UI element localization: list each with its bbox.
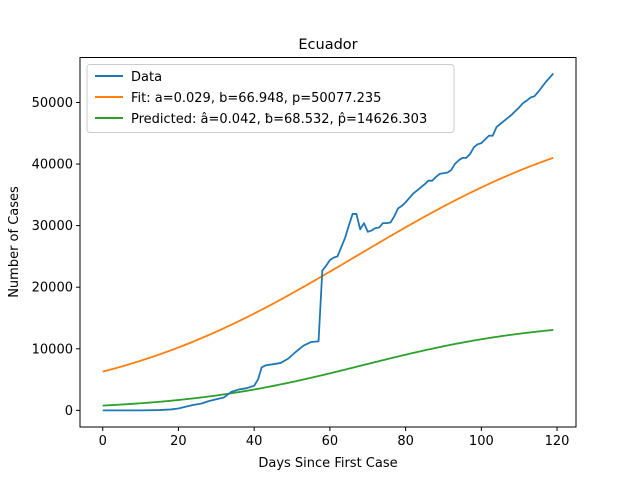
legend-label-fit: Fit: a=0.029, b=66.948, p=50077.235	[131, 91, 381, 106]
legend: Data Fit: a=0.029, b=66.948, p=50077.235…	[86, 64, 455, 133]
y-tick-label: 50000	[32, 96, 73, 111]
y-tick-label: 0	[65, 404, 73, 419]
x-tick-label: 0	[99, 434, 107, 449]
data-line	[102, 72, 554, 412]
y-axis-ticks: 0 10000 20000 30000 40000 50000	[32, 96, 80, 419]
y-axis-label: Number of Cases	[7, 186, 22, 298]
y-tick-label: 30000	[32, 219, 73, 234]
plot-frame	[79, 57, 577, 428]
legend-label-predicted: Predicted: â=0.042, ƀ=68.532, p̂=14626.3…	[131, 112, 427, 127]
legend-label-data: Data	[131, 70, 162, 85]
series-layer	[102, 72, 554, 412]
x-tick-label: 120	[545, 434, 570, 449]
x-tick-label: 80	[397, 434, 414, 449]
x-tick-label: 100	[469, 434, 494, 449]
x-tick-label: 60	[322, 434, 339, 449]
x-tick-label: 40	[246, 434, 263, 449]
y-tick-label: 40000	[32, 158, 73, 173]
x-tick-label: 20	[170, 434, 187, 449]
chart-title: Ecuador	[298, 37, 357, 53]
legend-box	[86, 64, 455, 133]
x-axis-label: Days Since First Case	[258, 456, 397, 471]
predicted-line	[102, 329, 554, 407]
y-tick-label: 20000	[32, 281, 73, 296]
fit-line	[102, 156, 554, 373]
y-tick-label: 10000	[32, 342, 73, 357]
x-axis-ticks: 0 20 40 60 80 100 120	[99, 427, 570, 449]
